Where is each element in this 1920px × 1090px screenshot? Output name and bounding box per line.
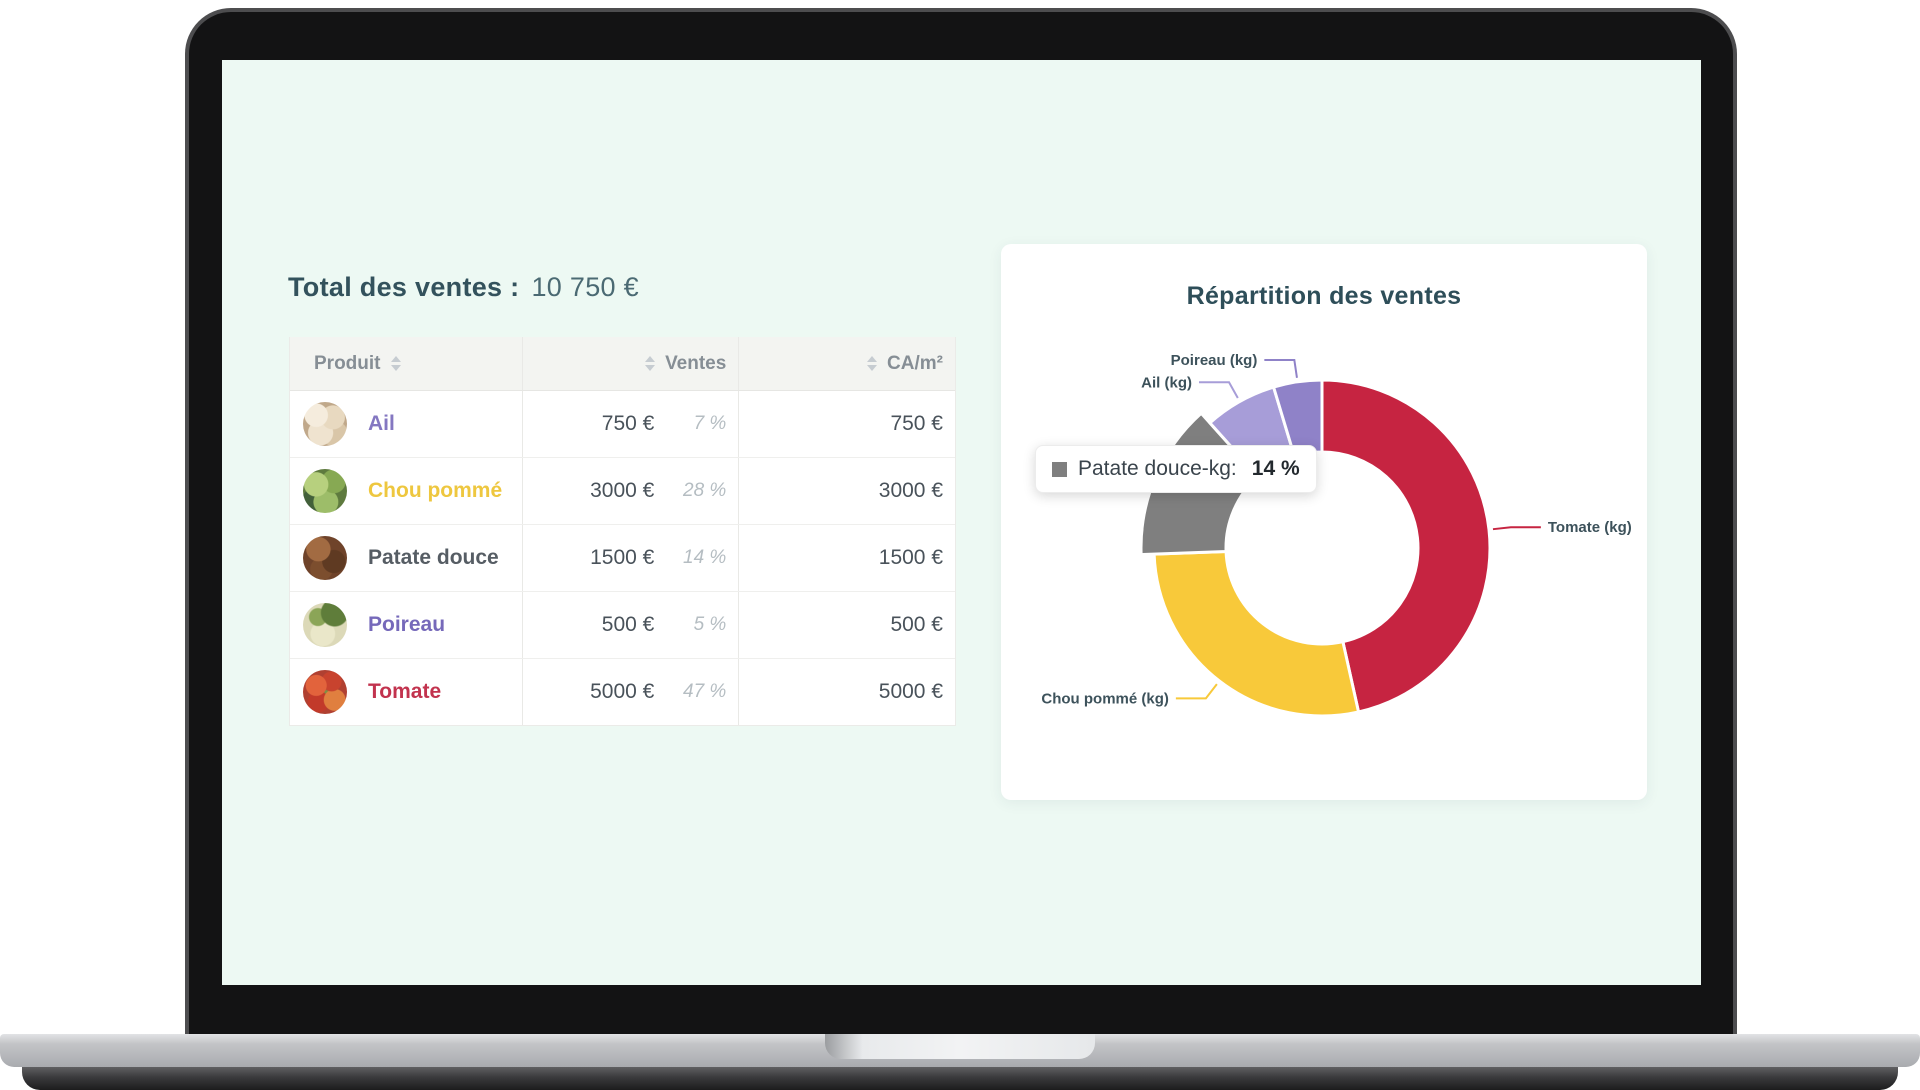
ca-value: 500 € — [890, 613, 943, 636]
tooltip-swatch — [1052, 461, 1067, 477]
ventes-percent: 7 % — [693, 413, 727, 434]
ventes-value: 1500 € — [590, 546, 655, 569]
table-header-ca[interactable]: CA/m² — [739, 337, 955, 390]
product-name[interactable]: Ail — [368, 412, 395, 435]
slice-label: Ail (kg) — [1141, 374, 1192, 391]
ventes-percent: 28 % — [683, 480, 727, 501]
table-header-produit[interactable]: Produit — [290, 337, 523, 390]
table-header-produit-label: Produit — [314, 352, 381, 374]
table-row-chou-pomme[interactable]: Chou pommé 3000 € 28 % 3000 € — [290, 458, 955, 525]
sort-icon[interactable] — [390, 356, 401, 371]
table-row-ail[interactable]: Ail 750 € 7 % 750 € — [290, 391, 955, 458]
sales-total-value: 10 750 € — [531, 272, 639, 302]
ca-value: 750 € — [890, 412, 943, 435]
slice-label: Chou pommé (kg) — [1041, 690, 1169, 707]
table-header-ventes[interactable]: Ventes — [523, 337, 740, 390]
product-name[interactable]: Tomate — [368, 680, 442, 703]
product-photo-chou — [303, 469, 347, 513]
chart-title: Répartition des ventes — [1186, 282, 1462, 310]
ventes-percent: 47 % — [683, 681, 727, 702]
product-name[interactable]: Patate douce — [368, 546, 499, 569]
tooltip-value: 14 % — [1251, 457, 1300, 480]
product-photo-patate — [303, 536, 347, 580]
slice-label: Tomate (kg) — [1548, 519, 1632, 536]
ventes-percent: 14 % — [683, 547, 727, 568]
sales-total: Total des ventes : 10 750 € — [288, 272, 639, 303]
sales-total-label: Total des ventes : — [288, 272, 520, 302]
laptop-screen: Total des ventes : 10 750 € Produit Vent… — [222, 60, 1701, 985]
table-header-row: Produit Ventes CA/m² — [290, 337, 955, 391]
table-row-tomate[interactable]: Tomate 5000 € 47 % 5000 € — [290, 659, 955, 725]
ca-value: 5000 € — [878, 680, 943, 703]
chart-card: Répartition des ventes Tomate (kg) Chou p… — [1001, 244, 1647, 800]
donut-slice-tomate-kg-[interactable] — [1320, 378, 1492, 714]
sort-icon[interactable] — [867, 356, 878, 371]
ventes-value: 3000 € — [590, 479, 655, 502]
ca-value: 3000 € — [878, 479, 943, 502]
tooltip-label: Patate douce-kg: — [1078, 457, 1237, 480]
products-table: Produit Ventes CA/m² Ail 750 € 7 % 750 € — [289, 337, 956, 726]
donut-slice-chou-pomm-kg-[interactable] — [1152, 550, 1361, 718]
slice-label-connector — [1492, 526, 1541, 531]
slice-label-connector — [1264, 359, 1298, 378]
ca-value: 1500 € — [878, 546, 943, 569]
chart-tooltip: Patate douce-kg: 14 % — [1035, 445, 1317, 493]
table-header-ca-label: CA/m² — [887, 352, 943, 374]
table-row-poireau[interactable]: Poireau 500 € 5 % 500 € — [290, 592, 955, 659]
laptop-base-notch — [825, 1034, 1095, 1059]
product-name[interactable]: Poireau — [368, 613, 446, 636]
donut-chart: Tomate (kg) Chou pommé (kg) Ail (kg) Poirea… — [1041, 352, 1632, 718]
product-photo-poireau — [303, 603, 347, 647]
ventes-percent: 5 % — [693, 614, 727, 635]
slice-label-connector — [1199, 381, 1239, 399]
laptop-base-underside — [22, 1067, 1898, 1090]
product-photo-tomate — [303, 670, 347, 714]
ventes-value: 500 € — [601, 613, 655, 636]
table-row-patate-douce[interactable]: Patate douce 1500 € 14 % 1500 € — [290, 525, 955, 592]
product-name[interactable]: Chou pommé — [368, 479, 503, 502]
ventes-value: 5000 € — [590, 680, 655, 703]
slice-label-connector — [1175, 683, 1218, 700]
ventes-value: 750 € — [601, 412, 655, 435]
product-photo-ail — [303, 402, 347, 446]
sort-icon[interactable] — [645, 356, 656, 371]
slice-label: Poireau (kg) — [1171, 352, 1258, 369]
table-header-ventes-label: Ventes — [665, 352, 727, 374]
